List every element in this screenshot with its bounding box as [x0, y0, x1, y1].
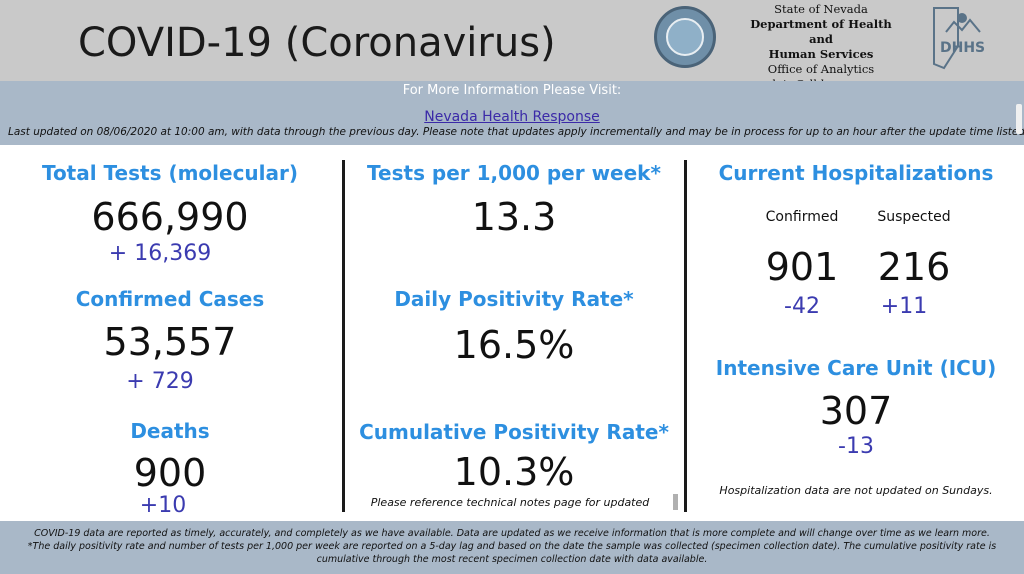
total-tests-value: 666,990	[91, 195, 249, 239]
dept-line-state: State of Nevada	[774, 2, 868, 16]
technical-notes-text: Please reference technical notes page fo…	[370, 496, 650, 509]
icu-delta: -13	[838, 434, 874, 459]
cumulative-positivity-value: 10.3%	[453, 450, 575, 494]
hospitalization-note: Hospitalization data are not updated on …	[719, 484, 993, 497]
icu-value: 307	[819, 389, 893, 433]
total-tests-delta: + 16,369	[108, 241, 212, 266]
hosp-confirmed-delta: -42	[784, 294, 820, 319]
hosp-confirmed-label: Confirmed	[765, 209, 839, 225]
last-updated-text: Last updated on 08/06/2020 at 10:00 am, …	[8, 126, 1024, 138]
total-tests-label: Total Tests (molecular)	[41, 161, 299, 185]
dept-line-name: Department of Health and	[750, 17, 892, 46]
tests-per-1000-value: 13.3	[471, 195, 557, 239]
deaths-label: Deaths	[130, 419, 210, 443]
note-scrollbar[interactable]	[673, 494, 678, 510]
dept-line-name-2: Human Services	[768, 47, 874, 61]
hosp-confirmed-value: 901	[765, 245, 839, 289]
state-seal-icon	[654, 6, 716, 68]
confirmed-cases-label: Confirmed Cases	[75, 287, 265, 311]
page-title: COVID-19 (Coronavirus)	[78, 20, 556, 66]
daily-positivity-value: 16.5%	[453, 323, 575, 367]
icu-label: Intensive Care Unit (ICU)	[715, 356, 997, 380]
column-divider	[684, 160, 687, 512]
nevada-health-response-link[interactable]: Nevada Health Response	[424, 109, 600, 125]
dhhs-logo-icon: DHHS	[933, 7, 985, 70]
tests-per-1000-label: Tests per 1,000 per week*	[367, 161, 661, 185]
info-visit-text: For More Information Please Visit:	[402, 83, 622, 98]
confirmed-cases-value: 53,557	[103, 320, 237, 364]
column-divider	[342, 160, 345, 512]
info-scrollbar[interactable]	[1016, 104, 1022, 134]
hosp-suspected-label: Suspected	[877, 209, 951, 225]
footer-notes: COVID-19 data are reported as timely, ac…	[6, 527, 1018, 566]
footer-line-2: *The daily positivity rate and number of…	[27, 541, 997, 552]
footer-bar	[0, 521, 1024, 574]
cumulative-positivity-label: Cumulative Positivity Rate*	[359, 420, 669, 444]
footer-line-1: COVID-19 data are reported as timely, ac…	[34, 528, 990, 539]
deaths-value: 900	[133, 451, 207, 495]
svg-text:DHHS: DHHS	[940, 40, 985, 56]
info-bar	[0, 81, 1024, 145]
dept-line-office: Office of Analytics	[767, 62, 875, 76]
hosp-suspected-value: 216	[877, 245, 951, 289]
current-hospitalizations-label: Current Hospitalizations	[718, 161, 994, 185]
header-bar	[0, 0, 1024, 81]
department-info: State of Nevada Department of Health and…	[742, 2, 900, 92]
confirmed-cases-delta: + 729	[126, 369, 194, 394]
deaths-delta: +10	[139, 493, 187, 518]
daily-positivity-label: Daily Positivity Rate*	[394, 287, 634, 311]
hosp-suspected-delta: +11	[880, 294, 928, 319]
footer-line-3: cumulative through the most recent speci…	[316, 554, 708, 565]
